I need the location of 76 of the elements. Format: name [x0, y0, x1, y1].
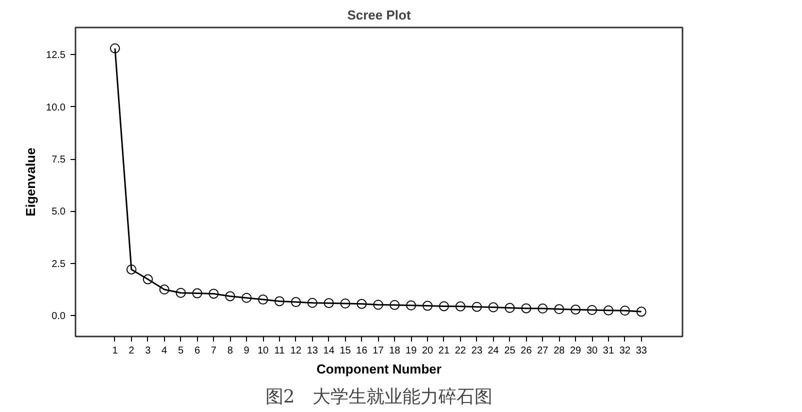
- point: [159, 284, 170, 295]
- x-tick-label: 22: [454, 346, 466, 356]
- y-tick-label: 5.0: [52, 206, 66, 218]
- point: [472, 302, 482, 312]
- y-tick-label: 0.0: [52, 311, 66, 322]
- point: [422, 300, 433, 311]
- x-tick-label: 21: [438, 346, 450, 356]
- y-tick-label: 10.0: [46, 102, 66, 114]
- x-tick-label: 15: [340, 346, 352, 356]
- y-tick-label: 12.5: [46, 50, 66, 62]
- y-tick-label: 2.5: [52, 258, 66, 270]
- point: [274, 296, 284, 306]
- point: [455, 301, 466, 312]
- point: [307, 298, 318, 308]
- x-tick-label: 32: [619, 346, 631, 356]
- point: [554, 304, 564, 314]
- x-tick-label: 29: [570, 346, 582, 356]
- point: [225, 291, 236, 302]
- point: [390, 300, 400, 310]
- point: [208, 288, 219, 299]
- x-tick-label: 5: [178, 346, 184, 356]
- point: [406, 300, 416, 310]
- x-tick-label: 3: [145, 346, 152, 356]
- point: [192, 288, 202, 298]
- x-tick-label: 2: [128, 346, 135, 356]
- x-tick-label: 14: [323, 346, 335, 356]
- x-tick-label: 31: [602, 346, 614, 356]
- point: [290, 297, 301, 308]
- y-tick-label: 7.5: [52, 154, 66, 166]
- point: [340, 298, 350, 309]
- x-tick-label: 30: [586, 346, 598, 356]
- x-tick-label: 24: [488, 346, 500, 356]
- x-tick-label: 20: [422, 346, 434, 356]
- point: [603, 305, 614, 316]
- point: [110, 43, 120, 54]
- point: [620, 306, 630, 316]
- point: [504, 302, 515, 313]
- point: [176, 288, 186, 298]
- x-tick-label: 23: [471, 346, 483, 356]
- x-tick-label: 12: [290, 346, 302, 356]
- x-tick-label: 19: [406, 346, 418, 356]
- x-tick-label: 33: [636, 346, 648, 356]
- x-tick-label: 4: [162, 346, 168, 356]
- x-tick-label: 10: [257, 346, 270, 356]
- x-tick-label: 25: [504, 346, 516, 356]
- x-tick-label: 8: [227, 346, 234, 356]
- point: [324, 298, 334, 308]
- x-tick-label: 18: [389, 346, 401, 356]
- x-tick-label: 27: [537, 346, 549, 356]
- point: [438, 301, 449, 312]
- point: [242, 292, 252, 303]
- point: [570, 304, 581, 315]
- point: [488, 302, 498, 312]
- point: [142, 274, 153, 284]
- point: [538, 304, 548, 314]
- x-tick-label: 6: [194, 346, 200, 356]
- chart-title: Scree Plot: [347, 8, 412, 22]
- y-axis-title: Eigenvalue: [23, 148, 38, 216]
- x-tick-label: 11: [274, 346, 286, 356]
- point: [126, 264, 136, 274]
- point: [636, 306, 646, 317]
- point: [258, 294, 268, 305]
- x-tick-label: 9: [244, 346, 250, 356]
- x-tick-label: 7: [210, 346, 217, 356]
- point: [373, 300, 384, 310]
- caption: 图2 大学生就业能力碎石图: [265, 386, 493, 408]
- x-axis-title: Component Number: [316, 362, 442, 376]
- x-tick-label: 17: [372, 346, 384, 356]
- x-tick-label: 13: [306, 346, 318, 356]
- x-tick-label: 1: [112, 346, 118, 356]
- point: [587, 304, 598, 315]
- point: [521, 303, 532, 314]
- x-tick-label: 26: [520, 346, 532, 356]
- x-tick-label: 28: [554, 346, 566, 356]
- point: [356, 298, 367, 309]
- x-tick-label: 16: [356, 346, 368, 356]
